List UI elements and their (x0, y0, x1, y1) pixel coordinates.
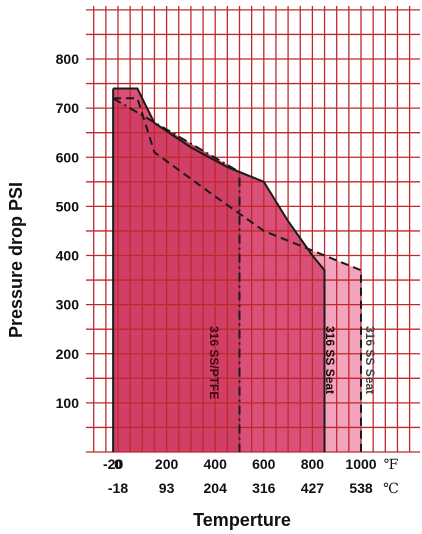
x-tick-label-f: 400 (204, 456, 228, 472)
series-line-1 (113, 87, 326, 452)
x-tick-label-f: 600 (252, 456, 276, 472)
x-tick-label-c: 538 (349, 480, 373, 496)
x-tick-label-f: -20 (103, 456, 123, 472)
y-tick-label: 600 (56, 149, 80, 165)
series-label-ss-seat-2: 316 SS Seat (363, 326, 377, 394)
x-tick-label-f: 200 (155, 456, 179, 472)
x-tick-label-f: 0 (114, 456, 122, 472)
y-tick-label: 800 (56, 51, 80, 67)
x-tick-label-f: 800 (301, 456, 325, 472)
series-fill-0 (113, 98, 240, 453)
y-tick-label: 300 (56, 297, 80, 313)
chart-lines (112, 87, 362, 452)
y-axis-title: Pressure drop PSI (6, 182, 26, 338)
y-tick-label: 700 (56, 100, 80, 116)
x-tick-label-c: -18 (108, 480, 128, 496)
chart-grid (86, 6, 420, 453)
series-label-ptfe: 316 SS/PTFE (207, 326, 221, 399)
y-tick-labels: 100 200 300 400 500 600 700 800 (56, 51, 80, 411)
series-line-2 (113, 97, 362, 452)
chart-fills (113, 88, 361, 453)
y-tick-label: 400 (56, 248, 80, 264)
x-tick-label-c: 93 (159, 480, 175, 496)
x-tick-label-c: 204 (204, 480, 228, 496)
x-tick-labels: -200 200 400 600 800 1000 -18 93 204 316 427 538 (103, 456, 377, 496)
unit-celsius-label: ℃ (383, 481, 399, 497)
unit-fahrenheit-label: ℉ (384, 457, 399, 473)
y-tick-label: 100 (56, 395, 80, 411)
series-label-ss-seat: 316 SS Seat (323, 326, 337, 394)
x-tick-label-c: 316 (252, 480, 276, 496)
y-tick-label: 500 (56, 198, 80, 214)
x-tick-label-f: 1000 (345, 456, 376, 472)
y-tick-label: 200 (56, 346, 80, 362)
x-tick-label-c: 427 (301, 480, 325, 496)
x-axis-title: Temperture (193, 510, 291, 530)
